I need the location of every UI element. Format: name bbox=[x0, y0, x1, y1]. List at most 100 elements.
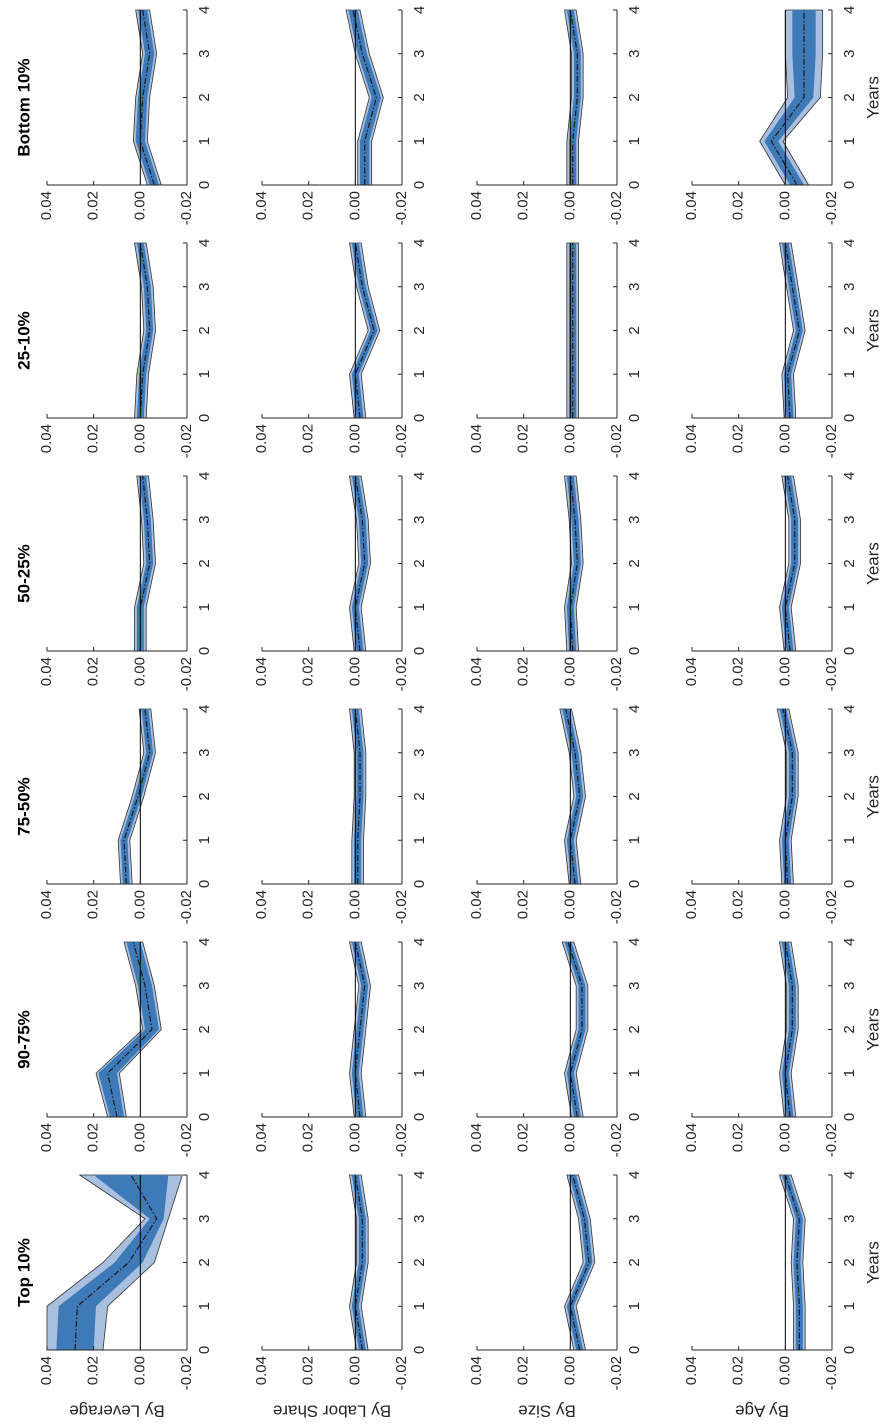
x-tick-label: 2 bbox=[626, 1025, 643, 1033]
y-tick-label: 0.02 bbox=[730, 890, 747, 919]
panel-title: 25-10% bbox=[14, 311, 33, 370]
x-tick-label: 3 bbox=[841, 749, 858, 757]
inner-band bbox=[351, 243, 378, 418]
x-tick-label: 3 bbox=[411, 982, 428, 990]
x-tick-label: 3 bbox=[841, 283, 858, 291]
estimate-line bbox=[352, 9, 377, 185]
x-tick-label: 3 bbox=[626, 50, 643, 58]
x-tick-label: 2 bbox=[411, 792, 428, 800]
x-tick-label: 1 bbox=[411, 1069, 428, 1077]
panel-title: 75-50% bbox=[14, 777, 33, 836]
y-tick-label: 0.04 bbox=[468, 1356, 485, 1385]
x-tick-label: 2 bbox=[841, 326, 858, 334]
x-tick-label: 0 bbox=[411, 880, 428, 888]
y-tick-label: 0.04 bbox=[468, 191, 485, 220]
y-tick-label: -0.02 bbox=[178, 1123, 195, 1157]
x-tick-label: 3 bbox=[196, 50, 213, 58]
y-tick-label: 0.02 bbox=[515, 191, 532, 220]
estimate-line bbox=[354, 242, 375, 419]
x-tick-label: 4 bbox=[196, 705, 213, 713]
x-tick-label: 2 bbox=[626, 792, 643, 800]
x-tick-label: 2 bbox=[411, 326, 428, 334]
y-tick-label: 0.04 bbox=[468, 424, 485, 453]
x-tick-label: 3 bbox=[841, 50, 858, 58]
inner-band bbox=[98, 942, 159, 1117]
y-tick-label: 0.02 bbox=[85, 890, 102, 919]
x-tick-label: 4 bbox=[626, 1171, 643, 1179]
x-tick-label: 4 bbox=[196, 1171, 213, 1179]
estimate-line bbox=[139, 242, 151, 419]
x-tick-label: 4 bbox=[411, 938, 428, 946]
x-tick-label: 4 bbox=[626, 705, 643, 713]
y-tick-label: 0.00 bbox=[776, 657, 793, 686]
inner-band bbox=[569, 243, 577, 418]
x-tick-label: 4 bbox=[196, 6, 213, 14]
x-tick-label: 2 bbox=[196, 559, 213, 567]
estimate-line bbox=[567, 941, 583, 1118]
x-tick-label: 0 bbox=[841, 1113, 858, 1121]
inner-band bbox=[764, 10, 816, 185]
y-tick-label: -0.02 bbox=[823, 424, 840, 458]
y-tick-label: 0.04 bbox=[683, 191, 700, 220]
x-tick-label: 0 bbox=[196, 880, 213, 888]
x-tick-label: 0 bbox=[841, 181, 858, 189]
y-tick-label: 0.02 bbox=[730, 424, 747, 453]
x-tick-label: 1 bbox=[411, 137, 428, 145]
x-tick-label: 4 bbox=[841, 6, 858, 14]
estimate-line bbox=[354, 1174, 363, 1351]
estimate-line bbox=[354, 475, 366, 652]
x-tick-label: 4 bbox=[841, 938, 858, 946]
estimate-line bbox=[123, 708, 151, 885]
x-tick-label: 3 bbox=[841, 516, 858, 524]
x-tick-label: 0 bbox=[196, 181, 213, 189]
y-tick-label: 0.00 bbox=[131, 1356, 148, 1385]
x-tick-label: 0 bbox=[841, 647, 858, 655]
y-tick-label: 0.00 bbox=[346, 191, 363, 220]
y-tick-label: 0.02 bbox=[730, 191, 747, 220]
y-tick-label: 0.04 bbox=[38, 1356, 55, 1385]
x-tick-label: 1 bbox=[196, 603, 213, 611]
y-tick-label: -0.02 bbox=[823, 657, 840, 691]
x-tick-label: 2 bbox=[196, 1258, 213, 1266]
y-tick-label: 0.00 bbox=[346, 1123, 363, 1152]
x-tick-label: 1 bbox=[841, 370, 858, 378]
x-tick-label: 3 bbox=[626, 749, 643, 757]
y-tick-label: 0.00 bbox=[131, 191, 148, 220]
inner-band bbox=[136, 243, 154, 418]
y-tick-label: 0.02 bbox=[300, 1356, 317, 1385]
x-tick-label: 2 bbox=[196, 792, 213, 800]
y-tick-label: 0.02 bbox=[515, 1123, 532, 1152]
y-tick-label: 0.02 bbox=[300, 424, 317, 453]
y-tick-label: 0.04 bbox=[253, 657, 270, 686]
x-tick-label: 4 bbox=[196, 472, 213, 480]
y-tick-label: 0.00 bbox=[776, 424, 793, 453]
x-tick-label: 4 bbox=[841, 705, 858, 713]
x-tick-label: 3 bbox=[196, 283, 213, 291]
estimate-line bbox=[569, 9, 578, 185]
x-tick-label: 4 bbox=[626, 472, 643, 480]
x-tick-label: 1 bbox=[841, 836, 858, 844]
x-tick-label: 1 bbox=[196, 1069, 213, 1077]
x-tick-label: 1 bbox=[626, 836, 643, 844]
x-tick-label: 0 bbox=[626, 880, 643, 888]
y-tick-label: 0.02 bbox=[85, 191, 102, 220]
y-tick-label: 0.02 bbox=[300, 191, 317, 220]
x-tick-label: 4 bbox=[411, 6, 428, 14]
x-tick-label: 1 bbox=[411, 836, 428, 844]
y-tick-label: 0.00 bbox=[346, 890, 363, 919]
x-tick-label: 4 bbox=[411, 1171, 428, 1179]
x-tick-label: 2 bbox=[841, 93, 858, 101]
x-tick-label: 0 bbox=[196, 647, 213, 655]
y-tick-label: -0.02 bbox=[178, 1356, 195, 1390]
x-axis-label: Years bbox=[863, 1008, 882, 1051]
x-tick-label: 1 bbox=[411, 603, 428, 611]
inner-band bbox=[562, 709, 584, 884]
y-tick-label: -0.02 bbox=[608, 1123, 625, 1157]
panel-title: 50-25% bbox=[14, 544, 33, 603]
y-tick-label: 0.02 bbox=[300, 1123, 317, 1152]
inner-band bbox=[564, 942, 586, 1117]
x-tick-label: 1 bbox=[626, 1069, 643, 1077]
x-tick-label: 0 bbox=[196, 1113, 213, 1121]
y-tick-label: -0.02 bbox=[608, 1356, 625, 1390]
y-tick-label: 0.00 bbox=[346, 1356, 363, 1385]
